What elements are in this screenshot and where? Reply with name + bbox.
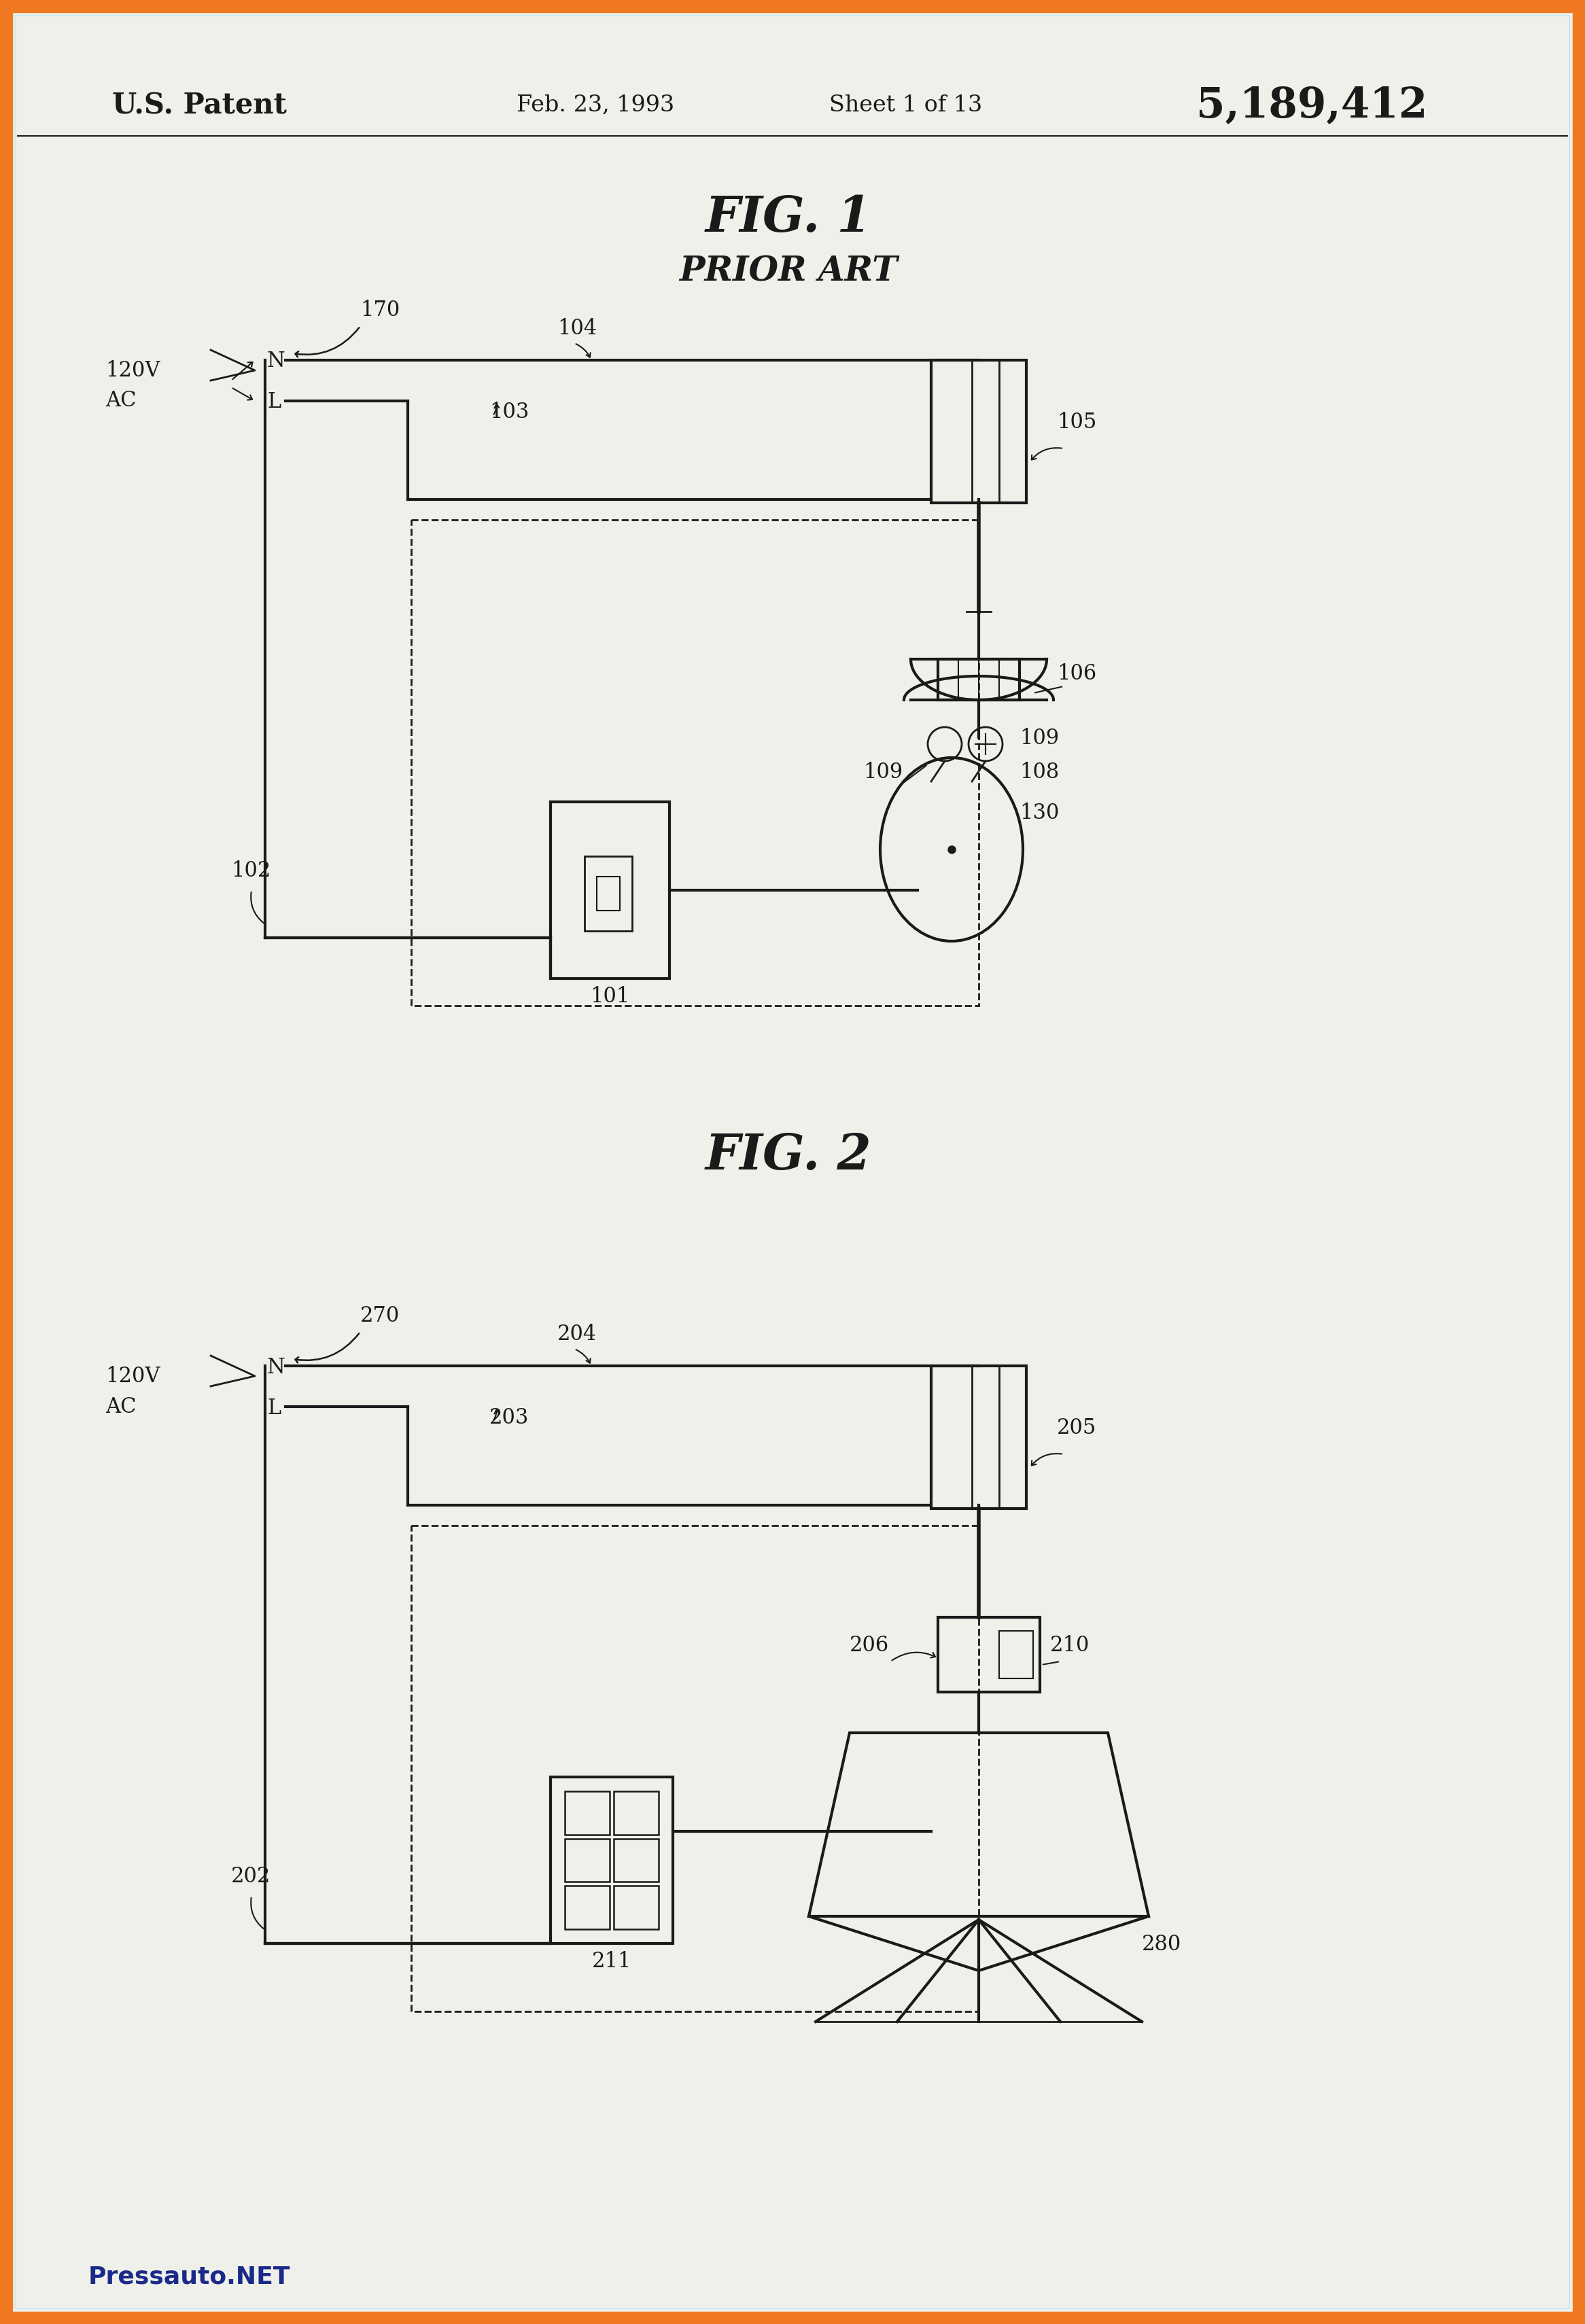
Text: U.S. Patent: U.S. Patent [113,91,287,119]
Bar [0,0,1585,12]
Bar [938,1618,1040,1692]
Text: Feb. 23, 1993: Feb. 23, 1993 [517,95,674,116]
Text: 280: 280 [1141,1934,1181,1954]
Bar [930,360,1027,502]
Bar [564,1838,610,1882]
Text: 109: 109 [864,762,903,783]
Bar [930,1367,1027,1508]
Text: 205: 205 [1057,1418,1097,1439]
Bar [564,1887,610,1929]
Text: 202: 202 [231,1866,271,1887]
Text: 170: 170 [360,300,399,321]
Text: 203: 203 [490,1408,529,1429]
Text: 210: 210 [1051,1636,1090,1657]
Text: 109: 109 [1019,727,1059,748]
Text: 120V: 120V [105,360,160,381]
Text: 5,189,412: 5,189,412 [1197,86,1428,125]
Bar [0,0,13,2324]
Bar [938,660,1019,700]
Text: Pressauto.NET: Pressauto.NET [89,2266,290,2289]
Text: N: N [268,1357,285,1378]
Text: 120V: 120V [105,1367,160,1387]
Text: 101: 101 [590,985,629,1006]
Text: PRIOR ART: PRIOR ART [678,256,897,288]
Bar [999,1631,1033,1678]
Bar [411,1525,978,2010]
Text: 103: 103 [490,402,529,423]
Text: 102: 102 [231,860,271,881]
Bar [613,1838,659,1882]
Text: AC: AC [105,1397,136,1418]
Bar [613,1792,659,1834]
Bar [550,1778,674,1943]
Text: 104: 104 [558,318,598,339]
Text: FIG. 2: FIG. 2 [705,1132,872,1178]
Text: L: L [268,1397,281,1418]
Text: 105: 105 [1057,411,1097,432]
Bar [598,876,620,911]
Text: FIG. 1: FIG. 1 [705,193,872,242]
Text: L: L [268,393,281,414]
Bar [1572,0,1585,2324]
Text: 130: 130 [1019,802,1059,823]
Text: 204: 204 [558,1325,598,1346]
Bar [585,855,632,932]
Text: 106: 106 [1057,662,1097,683]
Text: Sheet 1 of 13: Sheet 1 of 13 [829,95,983,116]
Bar [411,521,978,1006]
Text: N: N [268,351,285,372]
Bar [0,2312,1585,2324]
Bar [564,1792,610,1834]
Text: 211: 211 [591,1950,631,1973]
Bar [550,802,669,978]
Text: 270: 270 [360,1306,399,1327]
Text: 206: 206 [850,1636,889,1657]
Text: AC: AC [105,390,136,411]
Bar [613,1887,659,1929]
Text: 108: 108 [1019,762,1059,783]
